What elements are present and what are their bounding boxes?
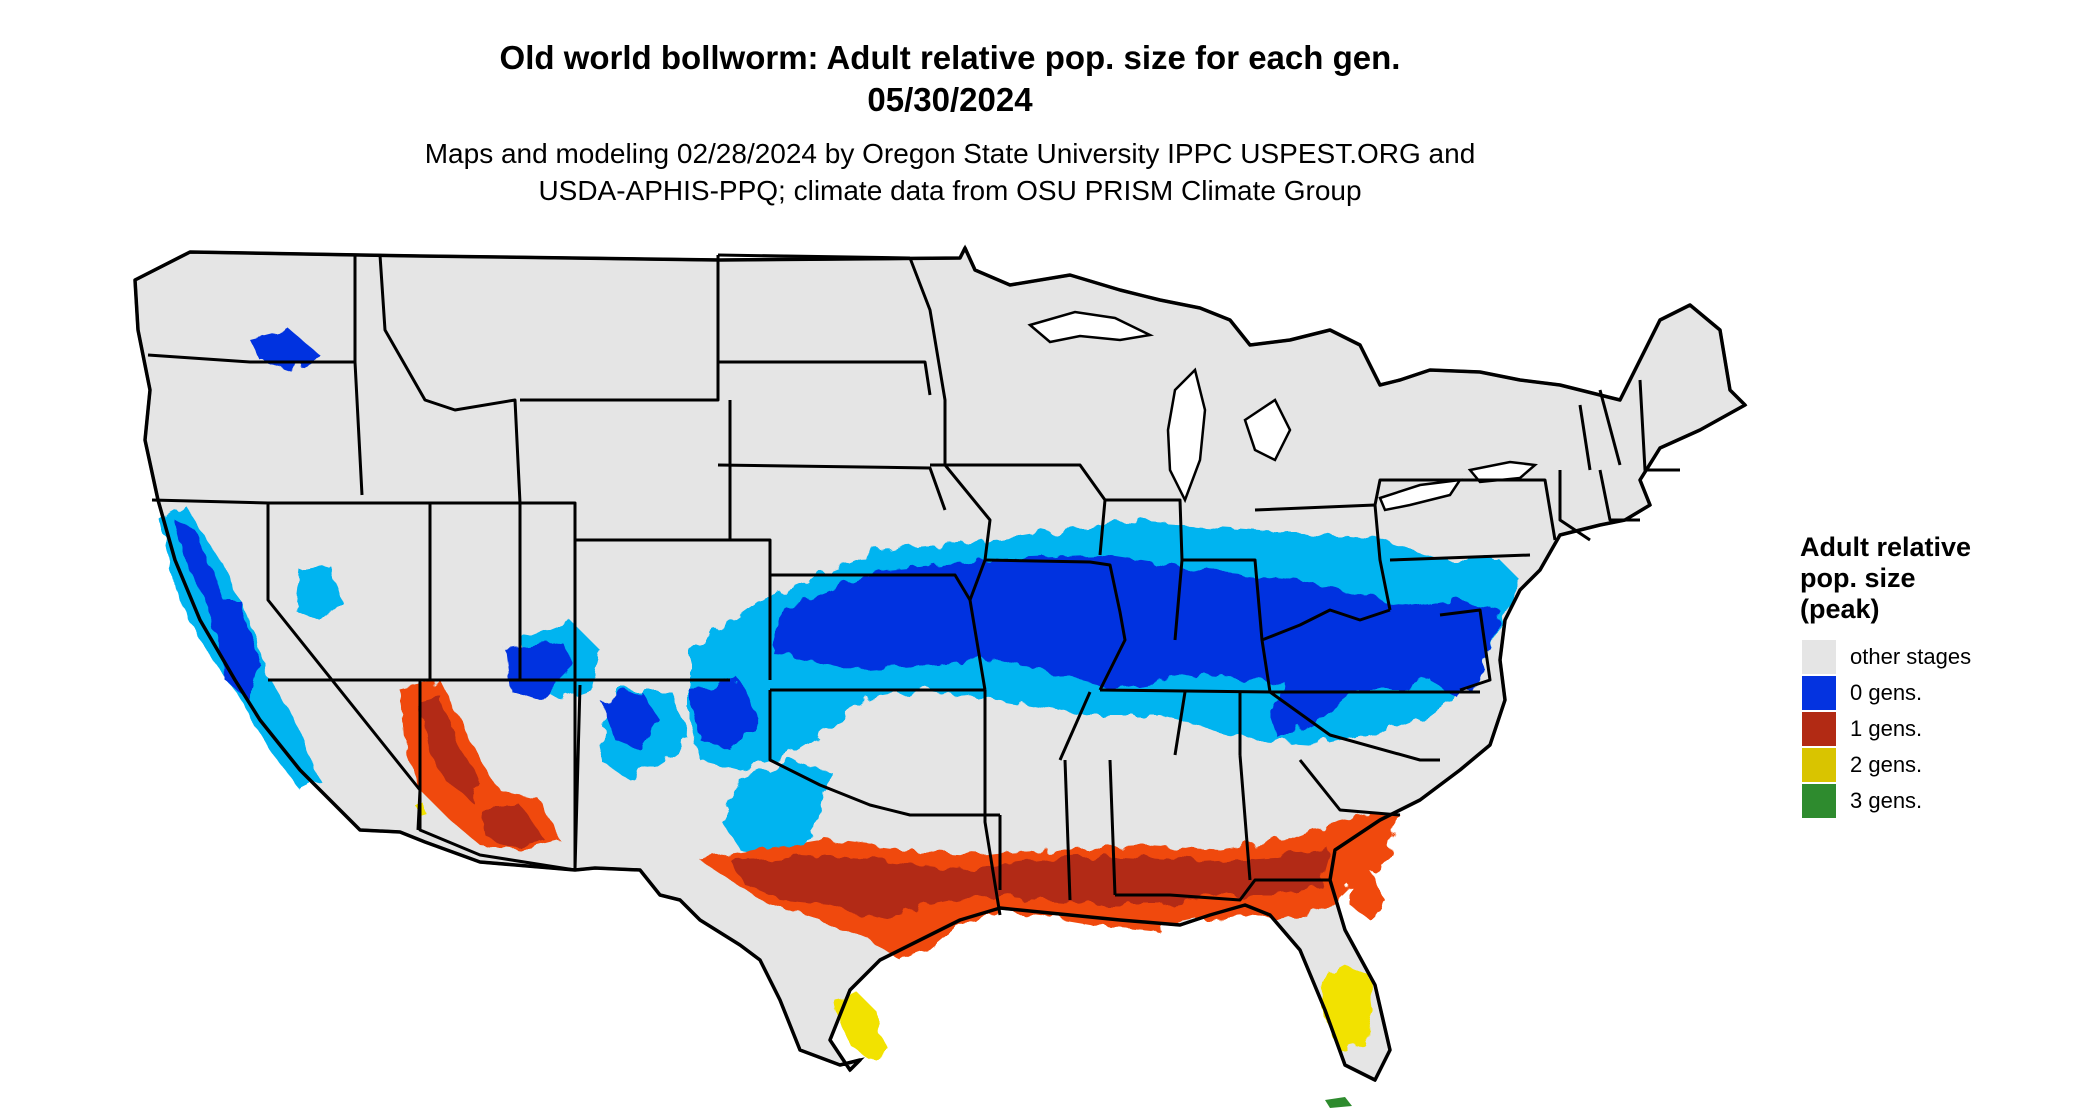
legend-label: 3 gens. [1850,788,1923,813]
legend-label: other stages [1850,644,1972,669]
legend-swatch [1802,712,1836,746]
gen2-region [415,805,1375,1060]
map-credit-line-2: USDA-APHIS-PPQ; climate data from OSU PR… [538,175,1362,206]
legend-swatch [1802,748,1836,782]
us-outline [133,246,1747,1082]
legend-title-line-2: pop. size [1800,563,1916,593]
state-boundaries [147,253,1680,916]
map-title: Old world bollworm: Adult relative pop. … [499,39,1401,76]
legend-label: 0 gens. [1850,680,1923,705]
legend-swatch [1802,784,1836,818]
legend-swatch [1802,640,1836,674]
legend-title-line-1: Adult relative [1800,532,1972,562]
legend-swatch [1802,676,1836,710]
gen3-region [1325,1097,1352,1108]
great-lakes [1027,310,1538,512]
gen1-dark-region [420,695,1330,920]
gen0-dark-region [175,330,1500,750]
map-credit-line-1: Maps and modeling 02/28/2024 by Oregon S… [424,138,1476,169]
legend-label: 1 gens. [1850,716,1923,741]
legend-title-line-3: (peak) [1800,594,1880,624]
map-date: 05/30/2024 [867,81,1033,118]
us-map [133,244,1748,1108]
legend-label: 2 gens. [1850,752,1923,777]
